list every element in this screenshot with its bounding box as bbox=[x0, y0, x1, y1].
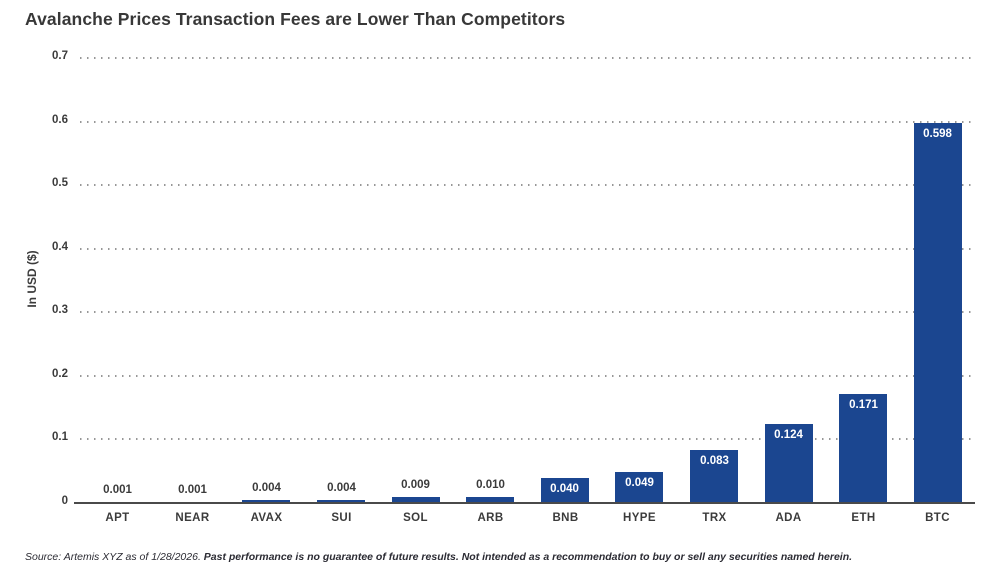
bar-value-label: 0.001 bbox=[178, 484, 207, 496]
bar-avax bbox=[242, 500, 290, 503]
x-axis-line bbox=[74, 502, 975, 504]
bar-value-label: 0.598 bbox=[923, 128, 952, 140]
x-tick-label-hype: HYPE bbox=[623, 512, 656, 524]
bar-value-label: 0.171 bbox=[849, 399, 878, 411]
y-tick-label: 0.5 bbox=[52, 177, 68, 190]
gridline bbox=[80, 311, 975, 314]
y-tick-label: 0.6 bbox=[52, 113, 68, 126]
bar-arb bbox=[466, 497, 514, 503]
x-tick-label-trx: TRX bbox=[702, 512, 727, 524]
x-tick-label-sol: SOL bbox=[403, 512, 428, 524]
bar-btc bbox=[914, 123, 962, 503]
y-tick-label: 0.2 bbox=[52, 367, 68, 380]
x-tick-label-sui: SUI bbox=[331, 512, 352, 524]
bar-sol bbox=[392, 497, 440, 503]
gridline bbox=[80, 374, 975, 377]
bar-value-label: 0.083 bbox=[700, 455, 729, 467]
gridline bbox=[80, 57, 975, 59]
bar-bnb bbox=[541, 478, 589, 503]
y-tick-label: 0.3 bbox=[52, 304, 68, 317]
bar-value-label: 0.004 bbox=[252, 482, 281, 494]
bar-value-label: 0.049 bbox=[625, 477, 654, 489]
y-tick-label: 0 bbox=[61, 495, 68, 507]
bar-hype bbox=[615, 472, 663, 503]
x-tick-label-arb: ARB bbox=[477, 512, 504, 524]
gridline bbox=[80, 247, 975, 250]
y-tick-label: 0.1 bbox=[52, 431, 68, 444]
bar-trx bbox=[690, 450, 738, 503]
bar-eth bbox=[839, 394, 887, 503]
gridline bbox=[80, 120, 975, 123]
x-tick-label-near: NEAR bbox=[175, 512, 210, 524]
y-tick-label: 0.7 bbox=[52, 50, 68, 62]
source-text: Source: Artemis XYZ as of 1/28/2026. bbox=[25, 551, 204, 563]
y-tick-label: 0.4 bbox=[52, 240, 68, 253]
x-tick-label-apt: APT bbox=[105, 512, 130, 524]
x-tick-label-btc: BTC bbox=[925, 512, 950, 524]
disclaimer-text: Past performance is no guarantee of futu… bbox=[203, 551, 853, 563]
x-tick-label-avax: AVAX bbox=[250, 512, 283, 524]
gridline bbox=[80, 438, 975, 441]
bar-value-label: 0.124 bbox=[774, 429, 803, 441]
x-tick-label-ada: ADA bbox=[775, 512, 802, 524]
bar-ada bbox=[765, 424, 813, 503]
chart-title: Avalanche Prices Transaction Fees are Lo… bbox=[25, 9, 566, 29]
bar-value-label: 0.040 bbox=[550, 483, 579, 495]
bar-sui bbox=[317, 500, 365, 503]
x-tick-label-eth: ETH bbox=[851, 512, 876, 524]
bar-value-label: 0.009 bbox=[401, 479, 430, 491]
bar-value-label: 0.001 bbox=[103, 484, 132, 496]
plot-area: 0.001 0.001 0.004 0.004 0.009 0.010 0.040 0.049… bbox=[80, 57, 975, 503]
source-footnote: Source: Artemis XYZ as of 1/28/2026. Pas… bbox=[25, 551, 852, 563]
gridline bbox=[80, 184, 975, 187]
bar-value-label: 0.010 bbox=[476, 479, 505, 491]
bar-value-label: 0.004 bbox=[327, 482, 356, 494]
x-tick-label-bnb: BNB bbox=[552, 512, 579, 524]
